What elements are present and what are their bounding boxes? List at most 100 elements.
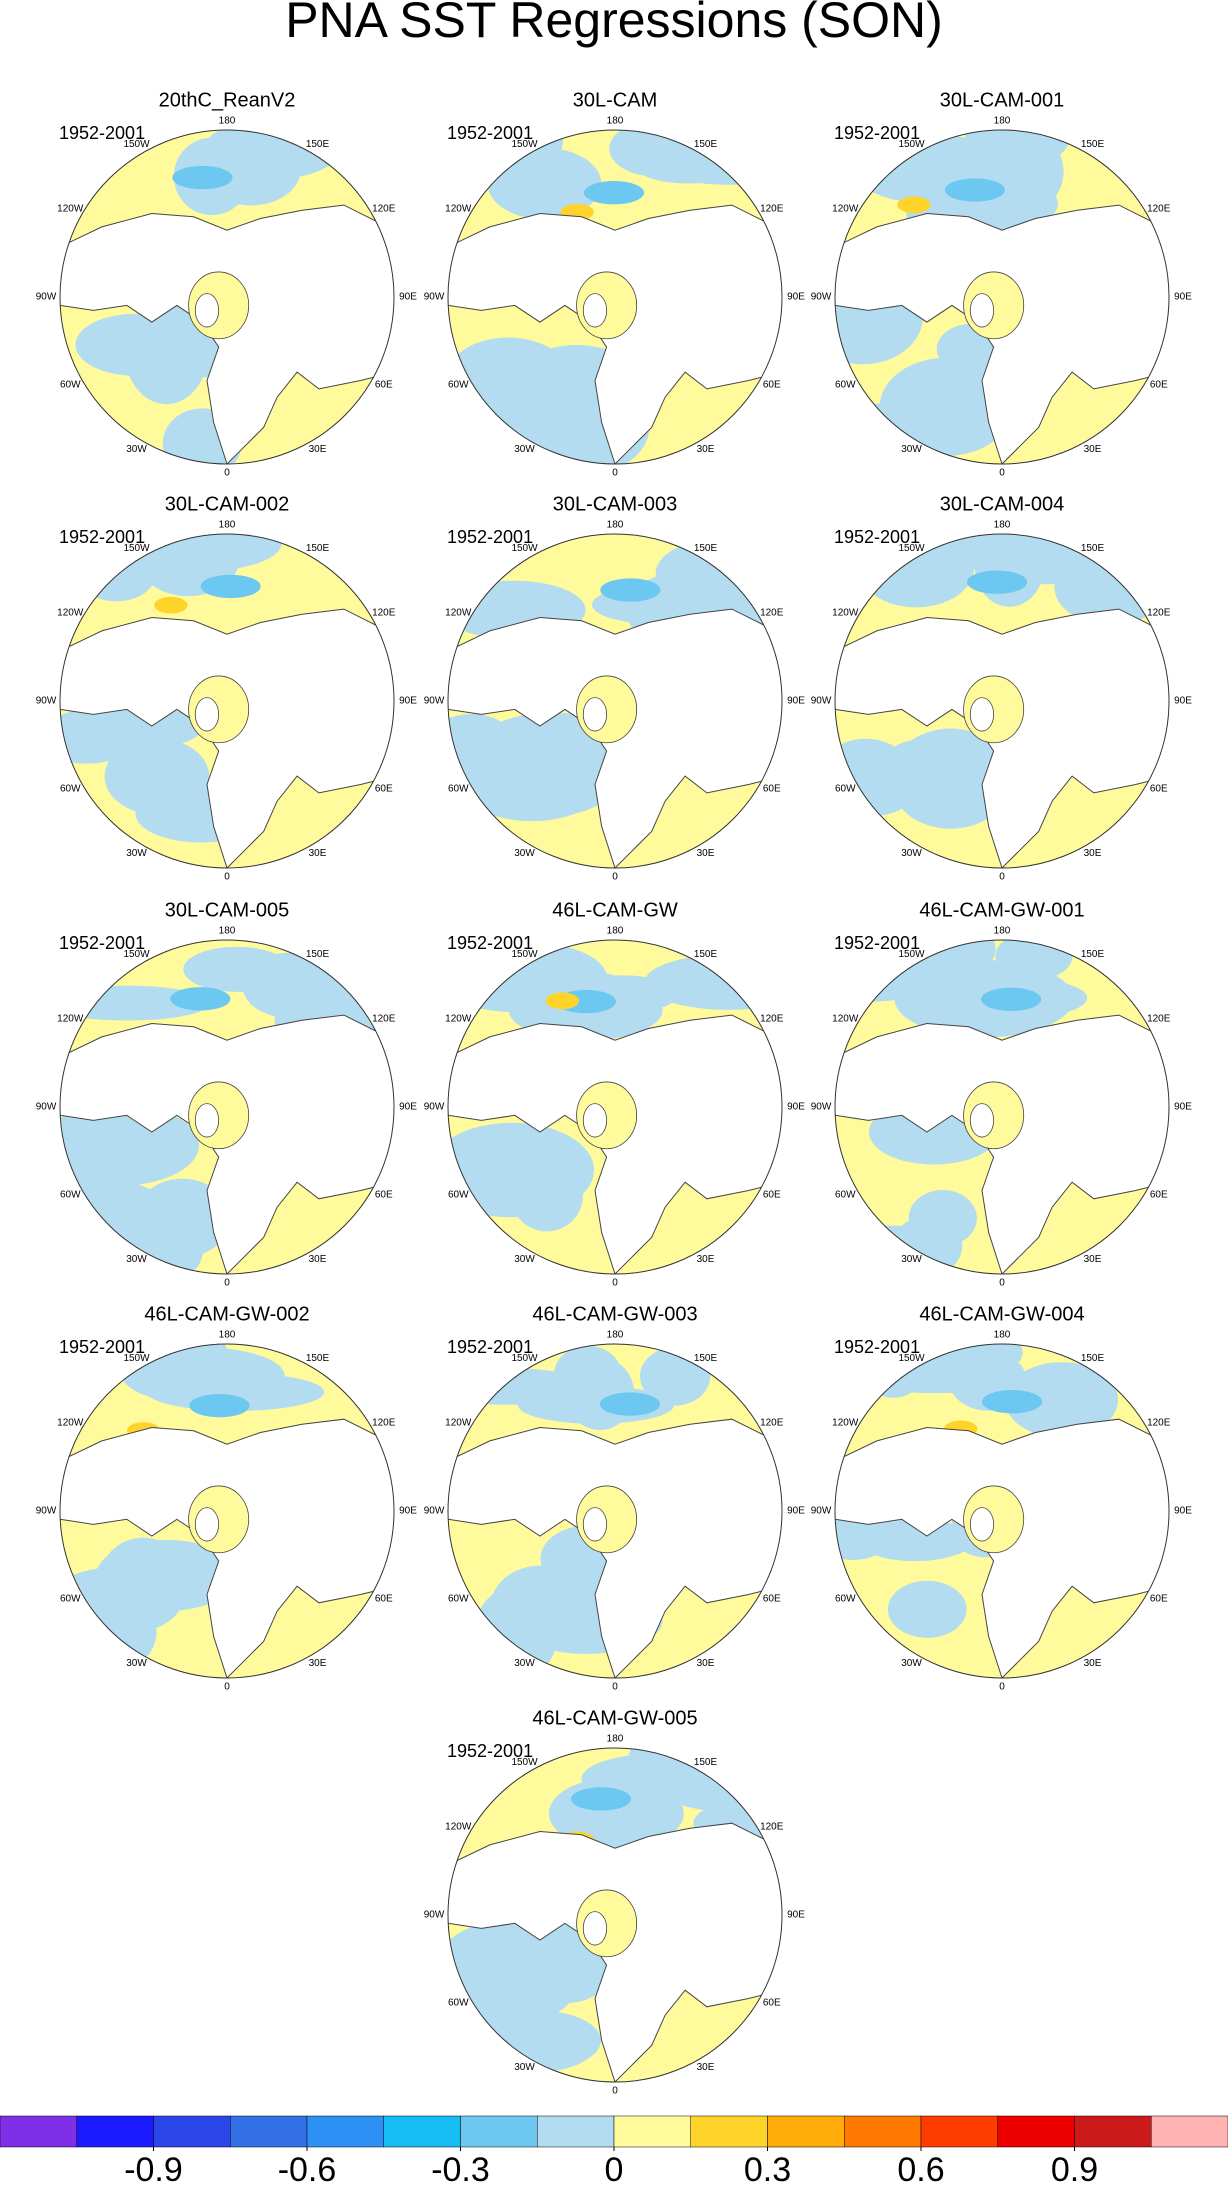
longitude-label: 150W	[898, 139, 925, 150]
panel-period: 1952-2001	[834, 933, 920, 953]
map-border	[834, 533, 1170, 869]
map-field	[448, 130, 782, 464]
longitude-label: 150E	[694, 1353, 718, 1364]
longitude-label: 120E	[372, 1418, 396, 1429]
longitude-label: 150W	[123, 543, 150, 554]
longitude-label: 30W	[901, 1254, 922, 1265]
map-panel: 46L-CAM-GW-002 1952-2001 180 150E 120E 90E 60E…	[36, 1303, 418, 1692]
anomaly-blob	[887, 1580, 967, 1638]
map-panel: 30L-CAM-001 1952-2001 180 150E 120E 90E 60E 30E…	[811, 89, 1193, 479]
colorbar-box	[844, 2115, 922, 2148]
longitude-label: 0	[612, 1682, 618, 1693]
colorbar-box	[1151, 2115, 1228, 2148]
longitude-label: 60W	[448, 1594, 469, 1605]
longitude-label: 120E	[760, 204, 784, 215]
anomaly-blob	[889, 728, 1012, 829]
longitude-label: 150W	[511, 543, 538, 554]
longitude-label: 30W	[126, 1254, 147, 1265]
map-border	[447, 533, 783, 869]
longitude-label: 60W	[835, 1190, 856, 1201]
longitude-label: 30E	[309, 1254, 327, 1265]
panel-title: 30L-CAM	[573, 89, 657, 111]
map-border	[59, 533, 395, 869]
panel-title: 46L-CAM-GW-005	[532, 1707, 697, 1729]
colorbar-label: -0.6	[278, 2151, 337, 2186]
longitude-label: 150W	[898, 543, 925, 554]
colorbar-label: -0.9	[124, 2151, 183, 2186]
longitude-label: 120W	[445, 608, 472, 619]
panel-period: 1952-2001	[447, 933, 533, 953]
anomaly-blob	[126, 534, 282, 571]
greenland	[194, 697, 220, 732]
longitude-label: 0	[224, 1278, 230, 1289]
longitude-label: 60E	[375, 380, 393, 391]
map-panel: 30L-CAM-002 1952-2001 180 150E 120E 90E 60E 30E…	[36, 493, 418, 882]
map-field	[448, 1344, 782, 1678]
map-border	[447, 1747, 783, 2083]
map-field	[448, 534, 782, 868]
anomaly-blob	[982, 1389, 1043, 1414]
anomaly-blob	[154, 596, 188, 614]
anomaly-blob	[967, 570, 1028, 594]
longitude-label: 60W	[60, 380, 81, 391]
longitude-label: 180	[219, 520, 236, 531]
longitude-label: 60E	[375, 784, 393, 795]
map-field	[60, 130, 394, 464]
map-panel: 20thC_ReanV2 1952-2001 180 150E 120E 90E 60E 30…	[36, 89, 418, 478]
longitude-label: 30W	[514, 2062, 535, 2073]
map-border	[59, 939, 395, 1275]
longitude-label: 90E	[1174, 1506, 1192, 1517]
map-field	[835, 534, 1169, 868]
longitude-label: 90E	[787, 1102, 805, 1113]
longitude-label: 120E	[1147, 608, 1171, 619]
colorbar-label: 0.6	[897, 2151, 944, 2186]
longitude-label: 0	[612, 872, 618, 883]
map-border	[834, 939, 1170, 1275]
colorbar-box	[537, 2115, 615, 2148]
longitude-label: 0	[612, 2086, 618, 2097]
panel-period: 1952-2001	[447, 123, 533, 143]
map-field	[835, 940, 1169, 1274]
anomaly-blob	[104, 738, 210, 815]
longitude-label: 30E	[697, 1254, 715, 1265]
map-field	[60, 534, 394, 868]
longitude-label: 150E	[306, 1353, 330, 1364]
longitude-label: 60W	[448, 1190, 469, 1201]
longitude-label: 120W	[445, 204, 472, 215]
longitude-label: 0	[999, 468, 1005, 479]
longitude-label: 180	[219, 1330, 236, 1341]
longitude-label: 150E	[694, 543, 718, 554]
longitude-label: 150W	[123, 949, 150, 960]
longitude-label: 180	[219, 926, 236, 937]
longitude-label: 30W	[126, 848, 147, 859]
anomaly-blob	[75, 313, 198, 376]
longitude-label: 30E	[697, 2062, 715, 2073]
longitude-label: 30E	[697, 848, 715, 859]
anomaly-blob	[570, 1787, 632, 1811]
map-field	[448, 1748, 782, 2082]
panel-title: 30L-CAM-004	[940, 493, 1065, 515]
longitude-label: 90E	[787, 696, 805, 707]
longitude-label: 90E	[1174, 696, 1192, 707]
colorbar-box	[0, 2115, 77, 2148]
panel-period: 1952-2001	[447, 1337, 533, 1357]
longitude-label: 120E	[760, 1822, 784, 1833]
longitude-label: 0	[224, 1682, 230, 1693]
map-panel: 46L-CAM-GW-001 1952-2001 180 150E 120E 90E 60E…	[811, 899, 1193, 1288]
anomaly-blob	[600, 578, 661, 602]
longitude-label: 120E	[372, 1014, 396, 1025]
longitude-label: 120W	[445, 1418, 472, 1429]
longitude-label: 90W	[36, 696, 57, 707]
greenland	[582, 1507, 608, 1542]
longitude-label: 30E	[1084, 1254, 1102, 1265]
longitude-label: 150E	[1081, 949, 1105, 960]
longitude-label: 120W	[832, 1418, 859, 1429]
longitude-label: 30W	[126, 1658, 147, 1669]
panel-period: 1952-2001	[834, 527, 920, 547]
longitude-label: 0	[224, 468, 230, 479]
panel-period: 1952-2001	[59, 1337, 145, 1357]
longitude-label: 180	[994, 1330, 1011, 1341]
longitude-label: 90E	[787, 1910, 805, 1921]
colorbar: -0.9 -0.6 -0.3 0 0.3 0.6 0.9	[0, 2115, 1228, 2186]
